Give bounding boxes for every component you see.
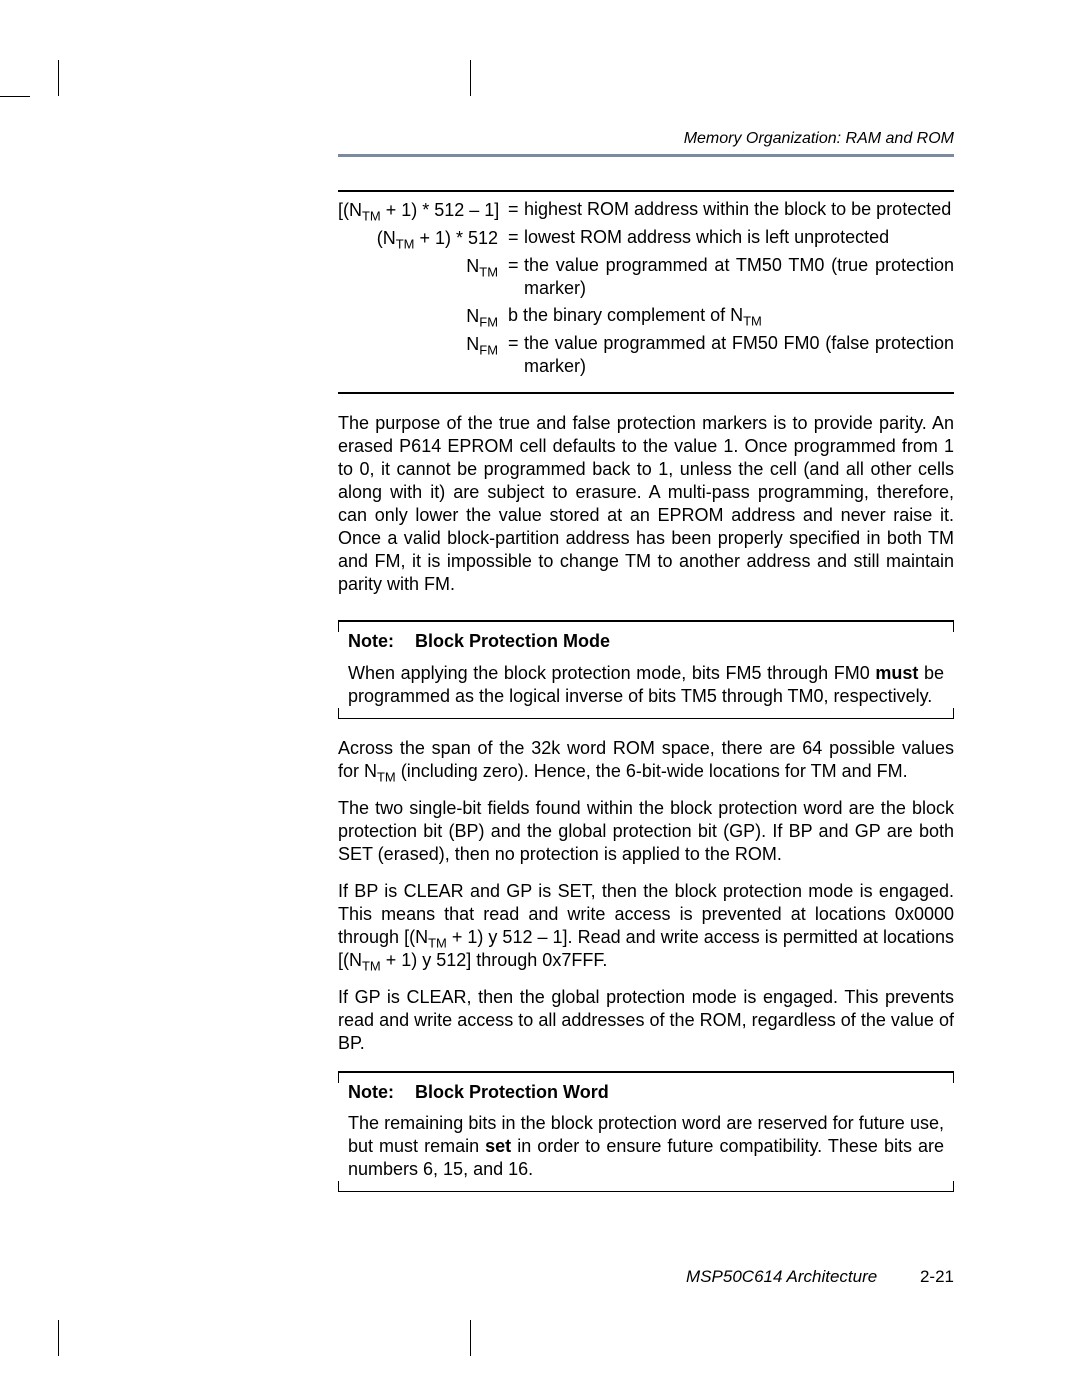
note-box: Note: Block Protection Mode When applyin… (338, 620, 954, 718)
def-row: [(NTM + 1) * 512 – 1] =highest ROM addre… (338, 198, 954, 222)
def-text: highest ROM address within the block to … (524, 198, 954, 221)
note-box: Note: Block Protection Word The remainin… (338, 1071, 954, 1192)
equals: = (508, 226, 524, 249)
crop-mark (58, 60, 59, 96)
footer-chapter: MSP50C614 Architecture (686, 1267, 877, 1286)
footer-page-number: 2-21 (920, 1267, 954, 1286)
def-text: the value programmed at TM50 TM0 (true p… (524, 254, 954, 300)
def-row: (NTM + 1) * 512 =lowest ROM address whic… (338, 226, 954, 250)
def-label: NTM (338, 254, 508, 300)
header-rule (338, 154, 954, 157)
running-head: Memory Organization: RAM and ROM (684, 130, 954, 148)
def-label: NFM (338, 304, 508, 328)
equals: = (508, 254, 524, 300)
crop-mark (58, 1320, 59, 1356)
note-heading: Block Protection Mode (415, 631, 610, 651)
definitions-table: [(NTM + 1) * 512 – 1] =highest ROM addre… (338, 190, 954, 394)
page: Memory Organization: RAM and ROM [(NTM +… (0, 0, 1080, 1397)
def-text: lowest ROM address which is left unprote… (524, 226, 954, 249)
paragraph: The purpose of the true and false protec… (338, 412, 954, 596)
note-title: Note: Block Protection Mode (348, 630, 944, 653)
note-heading: Block Protection Word (415, 1082, 609, 1102)
paragraph: The two single-bit fields found within t… (338, 797, 954, 866)
crop-mark (470, 60, 471, 96)
note-body: The remaining bits in the block protecti… (348, 1112, 944, 1181)
def-text: the value programmed at FM50 FM0 (false … (524, 332, 954, 378)
def-row: NFM =the value programmed at FM50 FM0 (f… (338, 332, 954, 378)
paragraph: Across the span of the 32k word ROM spac… (338, 737, 954, 783)
def-text: b the binary complement of NTM (508, 305, 762, 325)
equals: = (508, 198, 524, 221)
note-label: Note: (348, 1081, 410, 1104)
def-label: [(NTM + 1) * 512 – 1] (338, 198, 508, 222)
paragraph: If GP is CLEAR, then the global protecti… (338, 986, 954, 1055)
def-label: (NTM + 1) * 512 (338, 226, 508, 250)
def-label: NFM (338, 332, 508, 378)
note-body: When applying the block protection mode,… (348, 662, 944, 708)
equals: = (508, 332, 524, 378)
def-row: NFM b the binary complement of NTM (338, 304, 954, 328)
content-area: [(NTM + 1) * 512 – 1] =highest ROM addre… (338, 190, 954, 1192)
paragraph: If BP is CLEAR and GP is SET, then the b… (338, 880, 954, 972)
crop-mark (0, 96, 30, 97)
crop-mark (470, 1320, 471, 1356)
note-label: Note: (348, 630, 410, 653)
note-title: Note: Block Protection Word (348, 1081, 944, 1104)
page-footer: MSP50C614 Architecture 2-21 (338, 1267, 954, 1287)
def-row: NTM =the value programmed at TM50 TM0 (t… (338, 254, 954, 300)
